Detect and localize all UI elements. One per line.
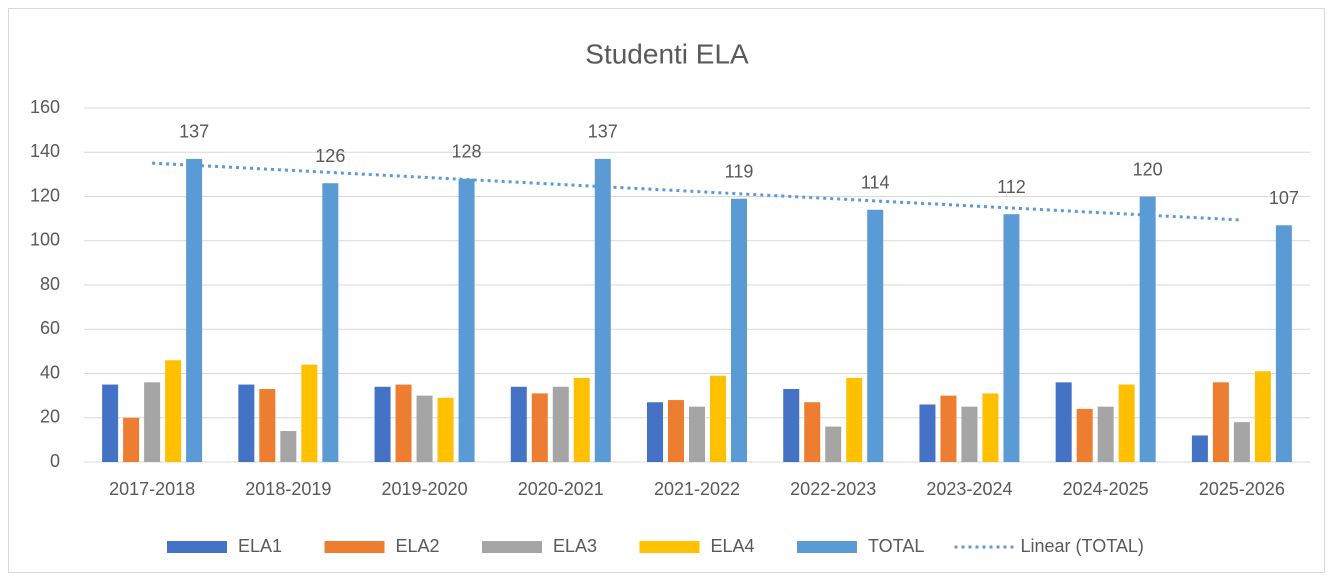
bar <box>1003 214 1020 462</box>
bar <box>1097 406 1114 462</box>
data-label: 137 <box>588 122 618 142</box>
bar <box>594 158 611 462</box>
bar <box>437 397 454 462</box>
bar <box>144 382 161 462</box>
bar <box>531 393 548 462</box>
bar <box>710 375 726 462</box>
data-label: 126 <box>315 146 345 166</box>
bar <box>731 198 747 462</box>
bar <box>961 406 978 462</box>
bar <box>123 417 140 462</box>
x-tick-label: 2018-2019 <box>245 479 331 499</box>
legend-label: Linear (TOTAL) <box>1021 536 1144 556</box>
x-tick-label: 2023-2024 <box>926 479 1012 499</box>
y-tick-label: 60 <box>40 318 60 338</box>
legend-label: ELA2 <box>396 536 440 556</box>
bar <box>1275 225 1292 462</box>
x-tick-label: 2022-2023 <box>790 479 876 499</box>
bar <box>301 364 318 462</box>
bar <box>510 386 527 462</box>
chart-border <box>8 8 1325 573</box>
bar <box>804 402 821 462</box>
legend-swatch <box>167 541 227 553</box>
bar <box>573 377 590 462</box>
y-tick-label: 80 <box>40 274 60 294</box>
data-label: 120 <box>1133 159 1163 179</box>
bar <box>416 395 433 462</box>
bar <box>1055 382 1072 462</box>
bar <box>982 393 999 462</box>
data-label: 107 <box>1269 188 1299 208</box>
x-tick-label: 2017-2018 <box>109 479 195 499</box>
data-label: 128 <box>452 142 482 162</box>
bar <box>783 388 800 462</box>
legend-swatch <box>324 541 385 553</box>
legend-label: ELA4 <box>711 536 755 556</box>
bar <box>1233 422 1250 462</box>
data-label: 119 <box>725 161 754 181</box>
bar <box>1076 408 1093 462</box>
x-tick-label: 2021-2022 <box>654 479 740 499</box>
bar <box>846 377 863 462</box>
data-label: 137 <box>179 122 209 142</box>
chart-title: Studenti ELA <box>585 38 749 69</box>
legend-swatch <box>639 541 700 553</box>
bar <box>647 402 663 462</box>
x-tick-label: 2024-2025 <box>1063 479 1149 499</box>
y-tick-label: 40 <box>40 362 60 382</box>
bar <box>259 388 276 462</box>
bar <box>668 400 684 462</box>
bar <box>940 395 957 462</box>
bar <box>1118 384 1135 462</box>
bar <box>186 158 203 462</box>
y-tick-label: 120 <box>30 185 60 205</box>
bar <box>552 386 569 462</box>
bar <box>919 404 936 462</box>
x-tick-label: 2025-2026 <box>1199 479 1285 499</box>
bar <box>322 183 339 462</box>
x-tick-label: 2019-2020 <box>382 479 468 499</box>
legend-swatch <box>797 541 857 553</box>
bar <box>374 386 391 462</box>
y-tick-label: 160 <box>30 97 60 117</box>
bar <box>395 384 412 462</box>
bar <box>867 209 884 462</box>
y-tick-label: 0 <box>50 451 60 471</box>
y-tick-label: 100 <box>30 230 60 250</box>
legend-label: ELA3 <box>553 536 597 556</box>
x-tick-label: 2020-2021 <box>518 479 604 499</box>
legend-label: TOTAL <box>868 536 924 556</box>
bar <box>165 360 182 462</box>
data-label: 114 <box>861 173 890 193</box>
bar <box>1212 382 1229 462</box>
bar <box>238 384 255 462</box>
y-tick-label: 20 <box>40 407 60 427</box>
bar <box>102 384 119 462</box>
bar <box>280 431 297 462</box>
legend-label: ELA1 <box>238 536 282 556</box>
data-label: 112 <box>997 177 1026 197</box>
bar <box>1254 371 1271 462</box>
bar <box>1191 435 1208 462</box>
bar <box>689 406 705 462</box>
bar <box>1139 196 1156 462</box>
y-tick-label: 140 <box>30 141 60 161</box>
bar <box>825 426 842 462</box>
bar <box>458 178 475 463</box>
legend-swatch <box>482 541 542 553</box>
